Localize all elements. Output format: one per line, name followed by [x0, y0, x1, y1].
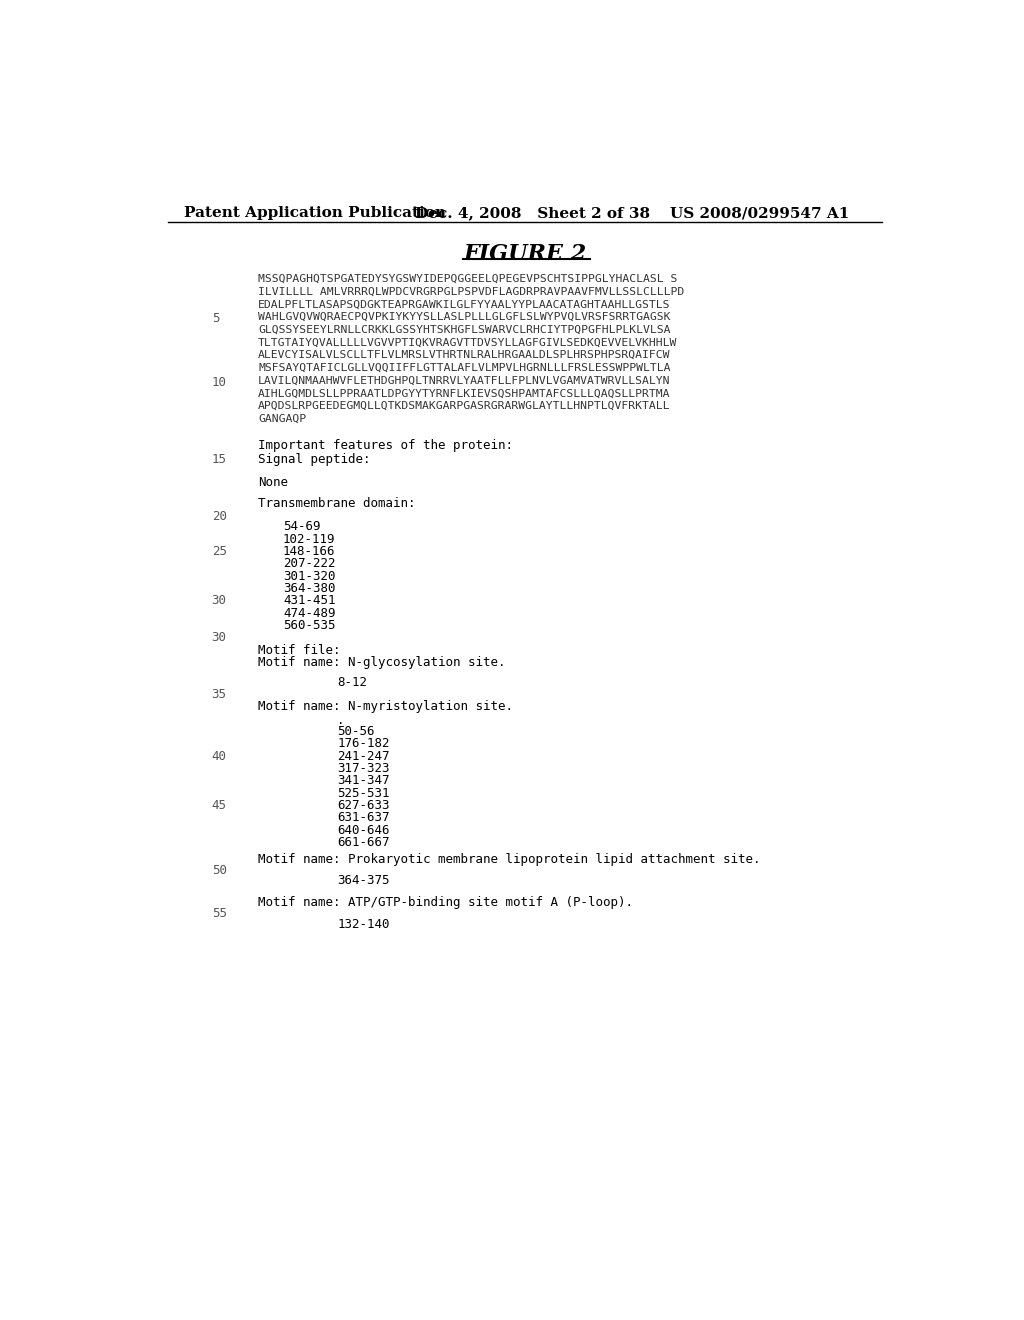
- Text: MSSQPAGHQTSPGATEDYSYGSWYIDEPQGGEELQPEGEVPSCHTSIPPGLYHACLASL S: MSSQPAGHQTSPGATEDYSYGSWYIDEPQGGEELQPEGEV…: [258, 275, 678, 284]
- Text: 5: 5: [212, 312, 219, 325]
- Text: 102-119: 102-119: [283, 533, 336, 545]
- Text: 35: 35: [212, 688, 226, 701]
- Text: ALEVCYISALVLSCLLTFLVLMRSLVTHRTNLRALHRGAALDLSPLHRSPHPSRQAIFCW: ALEVCYISALVLSCLLTFLVLMRSLVTHRTNLRALHRGAA…: [258, 350, 671, 360]
- Text: 50-56: 50-56: [337, 725, 375, 738]
- Text: FIGURE 2: FIGURE 2: [463, 243, 587, 265]
- Text: GANGAQP: GANGAQP: [258, 413, 306, 424]
- Text: ILVILLLL AMLVRRRQLWPDCVRGRPGLPSPVDFLAGDRPRAVPAAVFMVLLSSLCLLLPD: ILVILLLL AMLVRRRQLWPDCVRGRPGLPSPVDFLAGDR…: [258, 286, 684, 297]
- Text: TLTGTAIYQVALLLLLVGVVPTIQKVRAGVTTDVSYLLAGFGIVLSEDKQEVVELVKHHLW: TLTGTAIYQVALLLLLVGVVPTIQKVRAGVTTDVSYLLAG…: [258, 338, 678, 347]
- Text: 55: 55: [212, 907, 226, 920]
- Text: 40: 40: [212, 750, 226, 763]
- Text: 8-12: 8-12: [337, 676, 368, 689]
- Text: EDALPFLTLASAPSQDGKTEAPRGAWKILGLFYYAALYYPLAACATAGHTAAHLLGSTLS: EDALPFLTLASAPSQDGKTEAPRGAWKILGLFYYAALYYP…: [258, 300, 671, 309]
- Text: 431-451: 431-451: [283, 594, 336, 607]
- Text: Signal peptide:: Signal peptide:: [258, 453, 371, 466]
- Text: 25: 25: [212, 545, 226, 558]
- Text: 10: 10: [212, 376, 226, 388]
- Text: APQDSLRPGEEDEGMQLLQTKDSMAKGARPGASRGRARWGLAYTLLHNPTLQVFRKTALL: APQDSLRPGEEDEGMQLLQTKDSMAKGARPGASRGRARWG…: [258, 401, 671, 411]
- Text: 207-222: 207-222: [283, 557, 336, 570]
- Text: 364-375: 364-375: [337, 874, 390, 887]
- Text: 560-535: 560-535: [283, 619, 336, 632]
- Text: Motif file:: Motif file:: [258, 644, 341, 656]
- Text: Important features of the protein:: Important features of the protein:: [258, 438, 513, 451]
- Text: Motif name: N-myristoylation site.: Motif name: N-myristoylation site.: [258, 701, 513, 714]
- Text: 631-637: 631-637: [337, 812, 390, 825]
- Text: 341-347: 341-347: [337, 775, 390, 788]
- Text: 661-667: 661-667: [337, 836, 390, 849]
- Text: MSFSAYQTAFICLGLLVQQIIFFLGTTALAFLVLMPVLHGRNLLLFRSLESSWPPWLTLA: MSFSAYQTAFICLGLLVQQIIFFLGTTALAFLVLMPVLHG…: [258, 363, 671, 372]
- Text: AIHLGQMDLSLLPPRAATLDPGYYTYRNFLKIEVSQSHPAMTAFCSLLLQAQSLLPRTMA: AIHLGQMDLSLLPPRAATLDPGYYTYRNFLKIEVSQSHPA…: [258, 388, 671, 399]
- Text: 30: 30: [212, 631, 226, 644]
- Text: 525-531: 525-531: [337, 787, 390, 800]
- Text: 627-633: 627-633: [337, 799, 390, 812]
- Text: US 2008/0299547 A1: US 2008/0299547 A1: [671, 206, 850, 220]
- Text: 301-320: 301-320: [283, 570, 336, 582]
- Text: Patent Application Publication: Patent Application Publication: [183, 206, 445, 220]
- Text: 50: 50: [212, 863, 226, 876]
- Text: 640-646: 640-646: [337, 824, 390, 837]
- Text: 241-247: 241-247: [337, 750, 390, 763]
- Text: .: .: [337, 714, 345, 727]
- Text: 474-489: 474-489: [283, 607, 336, 619]
- Text: 45: 45: [212, 799, 226, 812]
- Text: GLQSSYSEEYLRNLLCRKKLGSSYHTSKHGFLSWARVCLRHCIYTPQPGFHLPLKLVLSA: GLQSSYSEEYLRNLLCRKKLGSSYHTSKHGFLSWARVCLR…: [258, 325, 671, 335]
- Text: Motif name: ATP/GTP-binding site motif A (P-loop).: Motif name: ATP/GTP-binding site motif A…: [258, 896, 633, 909]
- Text: 364-380: 364-380: [283, 582, 336, 595]
- Text: 30: 30: [212, 594, 226, 607]
- Text: Dec. 4, 2008   Sheet 2 of 38: Dec. 4, 2008 Sheet 2 of 38: [415, 206, 650, 220]
- Text: LAVILQNMAAHWVFLETHDGHPQLTNRRVLYAATFLLFPLNVLVGAMVATWRVLLSALYN: LAVILQNMAAHWVFLETHDGHPQLTNRRVLYAATFLLFPL…: [258, 376, 671, 385]
- Text: 176-182: 176-182: [337, 738, 390, 751]
- Text: WAHLGVQVWQRAECPQVPKIYKYYSLLASLPLLLGLGFLSLWYPVQLVRSFSRRTGAGSK: WAHLGVQVWQRAECPQVPKIYKYYSLLASLPLLLGLGFLS…: [258, 312, 671, 322]
- Text: None: None: [258, 475, 288, 488]
- Text: 15: 15: [212, 453, 226, 466]
- Text: Motif name: N-glycosylation site.: Motif name: N-glycosylation site.: [258, 656, 506, 669]
- Text: 148-166: 148-166: [283, 545, 336, 558]
- Text: 54-69: 54-69: [283, 520, 321, 533]
- Text: Motif name: Prokaryotic membrane lipoprotein lipid attachment site.: Motif name: Prokaryotic membrane lipopro…: [258, 853, 761, 866]
- Text: Transmembrane domain:: Transmembrane domain:: [258, 498, 416, 511]
- Text: 317-323: 317-323: [337, 762, 390, 775]
- Text: 132-140: 132-140: [337, 917, 390, 931]
- Text: 20: 20: [212, 510, 226, 523]
